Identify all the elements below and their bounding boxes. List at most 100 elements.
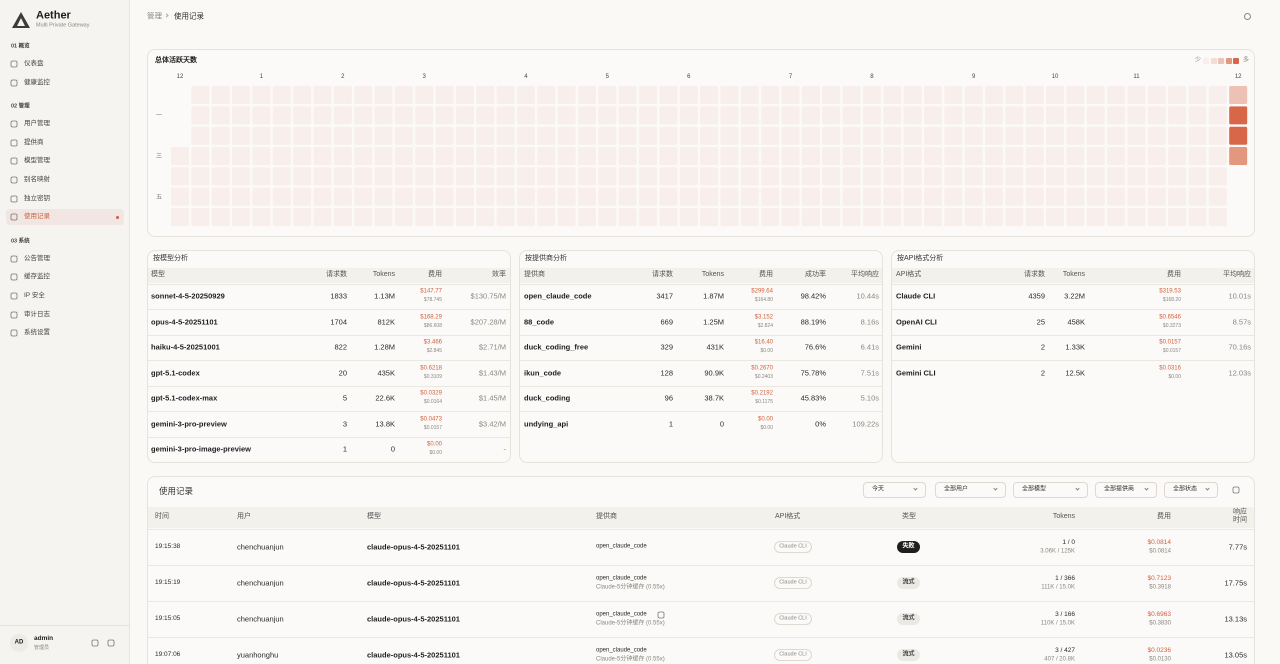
legend-swatch xyxy=(1203,58,1209,64)
heatmap-cell xyxy=(516,106,535,125)
cell: 1833 xyxy=(330,291,347,301)
heatmap-cell xyxy=(1005,167,1024,186)
filter-select[interactable] xyxy=(1013,482,1088,498)
heatmap-cell xyxy=(333,208,352,227)
cost: $0.0316 xyxy=(1159,364,1181,371)
heatmap-cell xyxy=(455,126,474,145)
month-label: 5 xyxy=(606,74,610,80)
heatmap-cell xyxy=(293,187,312,206)
table-header: 提供商 xyxy=(524,270,545,278)
heatmap-cell xyxy=(354,86,373,104)
row-divider xyxy=(892,360,1254,361)
heatmap-cell xyxy=(415,126,434,145)
filter-select[interactable] xyxy=(863,482,926,498)
cell: $1.45/M xyxy=(478,393,506,403)
cell: 10.01s xyxy=(1228,291,1251,301)
heatmap-cell xyxy=(720,147,739,166)
user: chenchuanjun xyxy=(237,542,284,552)
row-divider xyxy=(520,385,882,387)
heatmap-cell xyxy=(476,147,495,166)
heatmap-cell xyxy=(1208,208,1227,227)
row-divider xyxy=(148,436,510,438)
heatmap-cell xyxy=(618,147,637,166)
user-settings[interactable] xyxy=(91,639,99,647)
breadcrumb: 管理 xyxy=(147,11,162,21)
table-header: API格式 xyxy=(896,270,922,278)
day-label: 一 xyxy=(156,113,162,119)
type: 流式 xyxy=(902,615,915,622)
legend-swatch xyxy=(1218,58,1224,64)
filter-select[interactable] xyxy=(1095,482,1157,498)
heatmap-cell xyxy=(1147,126,1166,145)
heatmap-cell xyxy=(557,187,576,206)
heatmap-cell xyxy=(252,126,271,145)
heatmap-cell xyxy=(1208,86,1227,104)
heatmap-cell xyxy=(985,86,1003,104)
heatmap-cell xyxy=(618,126,637,145)
heatmap-cell xyxy=(1005,86,1024,104)
filter-select[interactable] xyxy=(1164,482,1218,498)
row-divider xyxy=(148,565,1254,566)
api-badge xyxy=(774,577,812,589)
table-header: 模型 xyxy=(367,512,381,520)
table-header: 费用 xyxy=(428,270,442,278)
filter-select[interactable] xyxy=(935,482,1006,498)
heatmap-cell xyxy=(964,147,983,166)
heatmap-cell xyxy=(333,187,352,206)
heatmap-cell xyxy=(781,86,800,104)
heatmap-cell xyxy=(923,147,942,166)
heatmap-cell xyxy=(394,147,413,166)
heatmap-cell xyxy=(761,187,780,206)
table-header: 成功率 xyxy=(805,270,826,278)
heatmap-cell xyxy=(1168,147,1187,166)
heatmap-cell xyxy=(598,208,617,227)
cost: $299.64 xyxy=(751,288,773,295)
row-name: gemini-3-pro-image-preview xyxy=(151,444,252,454)
heatmap-title: 总体活跃天数 xyxy=(155,56,197,64)
heatmap-cell xyxy=(964,167,983,186)
heatmap-cell xyxy=(1127,86,1146,104)
heatmap-cell xyxy=(455,167,474,186)
heatmap-cell xyxy=(1066,208,1085,227)
cost-sub: $86.608 xyxy=(423,322,442,329)
heatmap-cell xyxy=(516,187,535,206)
heatmap-cell xyxy=(883,86,902,104)
heatmap-cell xyxy=(740,187,759,206)
heatmap-cell xyxy=(374,208,393,227)
heatmap-cell xyxy=(557,106,576,125)
heatmap-cell xyxy=(171,208,189,227)
nav-icon xyxy=(10,213,18,221)
nav-active-bg xyxy=(6,209,124,226)
type-badge xyxy=(897,577,920,589)
sidebar xyxy=(0,0,130,664)
heatmap-cell xyxy=(578,86,596,104)
heatmap-cell xyxy=(1046,106,1065,125)
heatmap-cell xyxy=(191,126,210,145)
cell: 1.33K xyxy=(1065,342,1085,352)
row-name: duck_coding_free xyxy=(524,342,589,352)
heatmap-cell xyxy=(1107,167,1126,186)
heatmap-cell xyxy=(1005,208,1024,227)
row-name: opus-4-5-20251101 xyxy=(151,317,218,326)
heatmap-cell xyxy=(1046,167,1065,186)
logout[interactable] xyxy=(107,639,115,647)
tokens-detail: 3.06K / 125K xyxy=(1040,547,1075,554)
heatmap-cell xyxy=(1168,106,1187,125)
heatmap-cell xyxy=(923,126,942,145)
table-header: API格式 xyxy=(775,512,801,520)
heatmap-cell xyxy=(252,147,271,166)
heatmap-cell xyxy=(394,86,413,104)
heatmap-cell xyxy=(537,126,556,145)
settings-icon[interactable] xyxy=(1243,12,1252,21)
nav-icon xyxy=(10,311,18,319)
heatmap-cell xyxy=(659,147,678,166)
heatmap-cell xyxy=(557,147,576,166)
heatmap-cell xyxy=(964,126,983,145)
cell: 1704 xyxy=(330,317,347,326)
heatmap-cell xyxy=(903,208,922,227)
heatmap-cell xyxy=(374,147,393,166)
api-badge xyxy=(774,649,812,661)
table-header: 平均响应 xyxy=(1223,270,1251,278)
cell: 2 xyxy=(1040,342,1045,352)
heatmap-cell xyxy=(862,147,881,166)
